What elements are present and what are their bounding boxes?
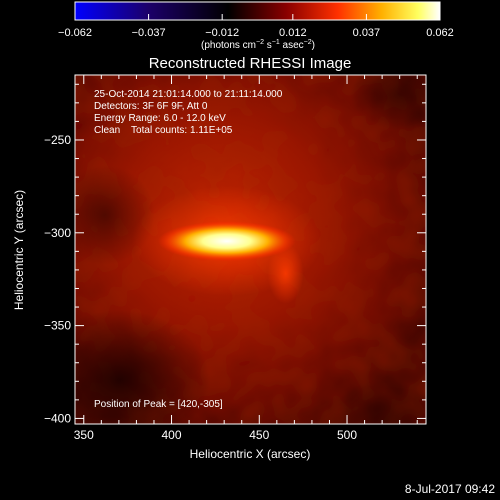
info-annotation: 25-Oct-2014 21:01:14.000 to 21:11:14.000… <box>94 89 283 136</box>
y-axis-tick-labels: −250 −300 −350 −400 <box>44 133 71 425</box>
colorbar-tick-label: −0.012 <box>205 27 239 39</box>
colorbar-tick-label: 0.012 <box>279 27 307 39</box>
y-tick-label: −400 <box>44 411 71 425</box>
x-tick-label: 500 <box>337 428 357 442</box>
info-clean-total-counts: Clean Total counts: 1.11E+05 <box>94 125 233 136</box>
y-tick-label: −300 <box>44 226 71 240</box>
colorbar-tick-labels: −0.062 −0.037 −0.012 0.012 0.037 0.062 <box>58 27 454 39</box>
y-tick-label: −250 <box>44 133 71 147</box>
x-axis-ticks <box>83 75 418 424</box>
info-detectors: Detectors: 3F 6F 9F, Att 0 <box>94 101 208 112</box>
colorbar-tick-label: −0.062 <box>58 27 92 39</box>
plot-frame <box>74 74 427 425</box>
source-tail <box>267 243 304 304</box>
heatmap-dark-region-top-right <box>350 75 426 130</box>
colorbar-tick-label: 0.062 <box>426 27 454 39</box>
heatmap-dark-region-bottom-right <box>330 380 426 424</box>
colorbar-gradient <box>74 1 441 21</box>
footer-date: 8-Jul-2017 09:42 <box>405 482 495 496</box>
heatmap-dark-region-bottom-left <box>75 310 210 424</box>
colorbar: −0.062 −0.037 −0.012 0.012 0.037 0.062 (photo… <box>58 1 454 51</box>
x-tick-label: 400 <box>162 428 182 442</box>
source-core <box>158 221 296 262</box>
colorbar-tick-label: −0.037 <box>132 27 166 39</box>
peak-position-label: Position of Peak = [420,-305] <box>94 399 223 410</box>
x-axis-tick-labels: 350 400 450 500 <box>74 428 358 442</box>
x-axis-label: Heliocentric X (arcsec) <box>190 447 311 461</box>
x-tick-label: 350 <box>74 428 94 442</box>
plot-title: Reconstructed RHESSI Image <box>149 55 352 72</box>
colorbar-tick-label: 0.037 <box>353 27 381 39</box>
y-axis-ticks <box>75 83 426 419</box>
y-tick-label: −350 <box>44 319 71 333</box>
colorbar-ticks <box>74 14 441 20</box>
colorbar-unit-label: (photons cm−2 s−1 asec−2) <box>201 39 315 51</box>
info-energy-range: Energy Range: 6.0 - 12.0 keV <box>94 113 226 124</box>
x-tick-label: 450 <box>249 428 269 442</box>
heatmap-image <box>75 75 426 424</box>
y-axis-label: Heliocentric Y (arcsec) <box>12 190 26 310</box>
info-time-range: 25-Oct-2014 21:01:14.000 to 21:11:14.000 <box>94 89 283 100</box>
